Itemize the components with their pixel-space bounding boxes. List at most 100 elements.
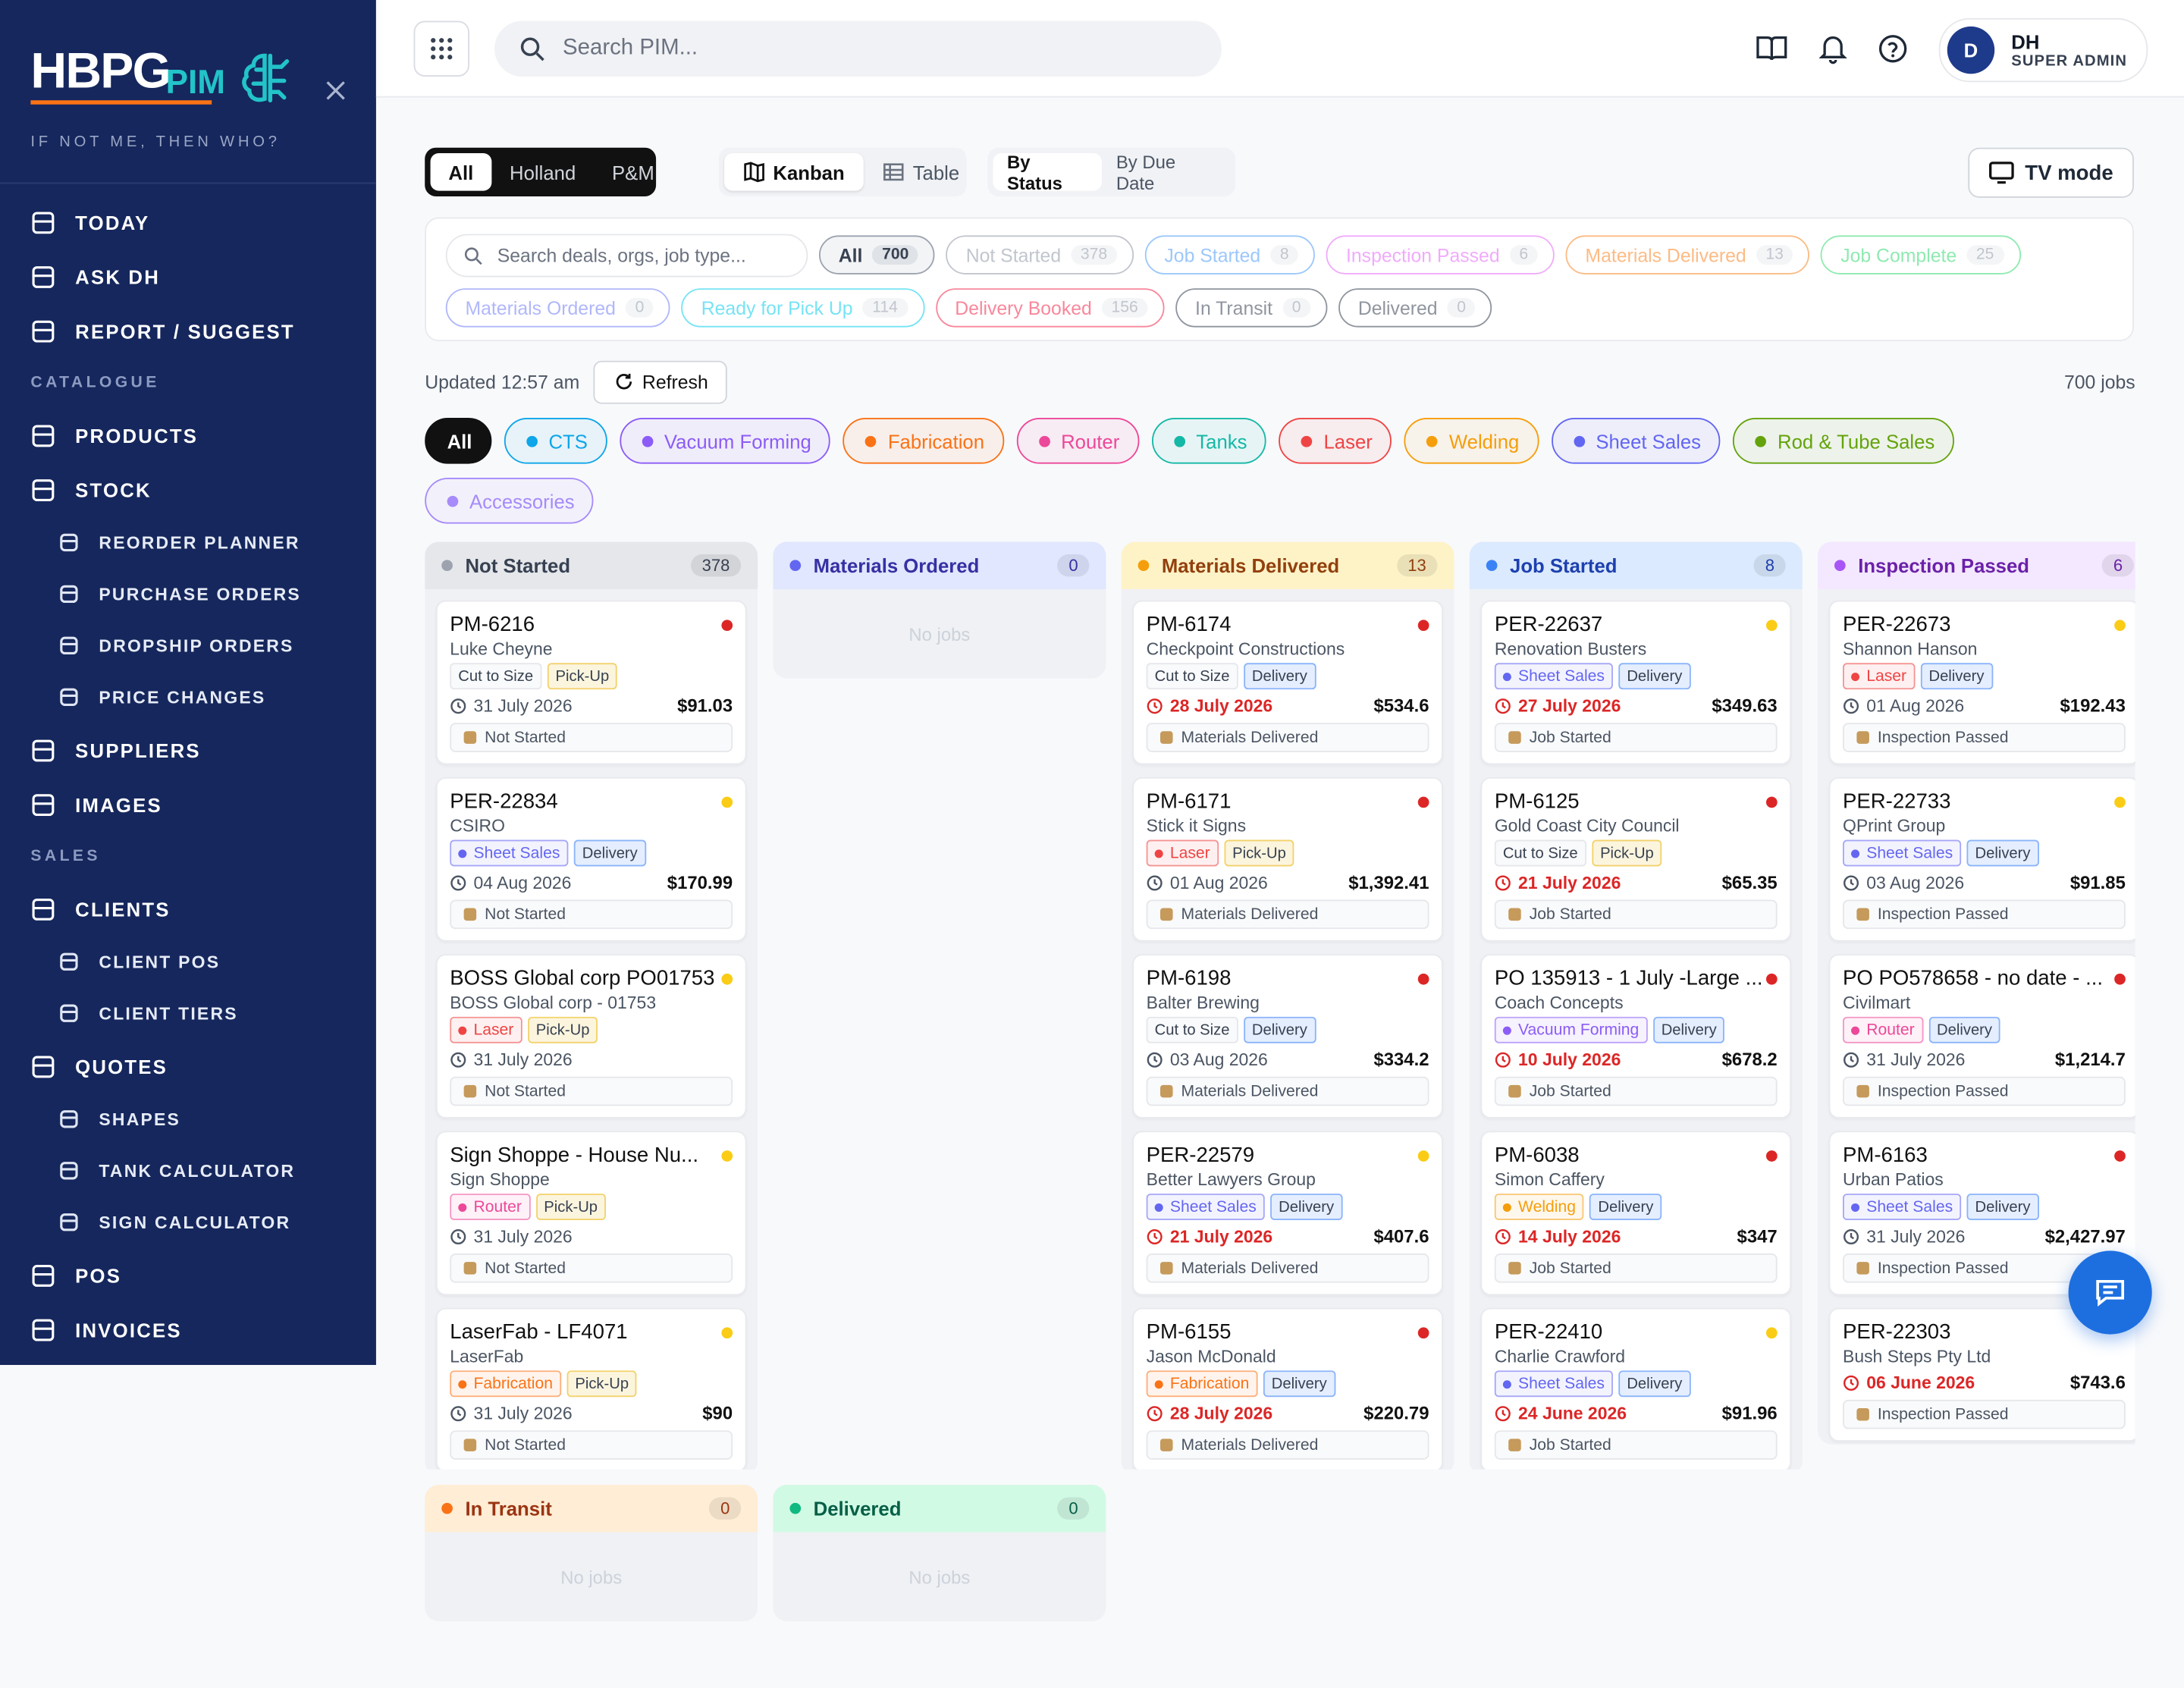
tab[interactable]: P&M (594, 153, 672, 191)
job-card[interactable]: PM-6198 Balter Brewing Cut to Size Delivery… (1132, 954, 1443, 1119)
status-filter[interactable]: Delivery Booked 156 (935, 288, 1165, 328)
job-card[interactable]: PM-6155 Jason McDonald Fabrication Delivery… (1132, 1307, 1443, 1470)
tag-dot (1851, 849, 1860, 858)
status-filter[interactable]: Not Started 378 (946, 235, 1134, 275)
tv-mode-button[interactable]: TV mode (1968, 147, 2134, 198)
job-card[interactable]: LaserFab - LF4071 LaserFab Fabrication Pick… (435, 1307, 747, 1470)
category-filter[interactable]: Sheet Sales (1551, 418, 1721, 464)
nav-item[interactable]: INVOICES (0, 1302, 376, 1357)
job-card[interactable]: PER-22303 Bush Steps Pty Ltd 06 June 2026 $… (1828, 1307, 2135, 1442)
tab[interactable]: By Status (993, 151, 1103, 193)
category-filter[interactable]: All (425, 418, 492, 464)
tag-dot (1851, 1203, 1860, 1212)
nav-item[interactable]: CLIENTS (0, 882, 376, 937)
job-type-tag: Laser (1146, 839, 1219, 867)
priority-dot (1765, 972, 1778, 984)
status-filter[interactable]: Delivered 0 (1338, 288, 1492, 328)
global-search[interactable]: Search PIM... (494, 20, 1222, 77)
category-filter[interactable]: CTS (504, 418, 607, 464)
nav-subitem[interactable]: CLIENT POS (0, 936, 376, 987)
job-card[interactable]: PER-22410 Charlie Crawford Sheet Sales Deli… (1480, 1307, 1792, 1470)
job-card[interactable]: PER-22637 Renovation Busters Sheet Sales De… (1480, 600, 1792, 765)
card-tags: Cut to Size Pick-Up (1494, 839, 1778, 867)
nav-label: ASK DH (75, 265, 160, 288)
nav-subitem[interactable]: CLIENT TIERS (0, 987, 376, 1039)
nav-item[interactable]: QUOTES (0, 1039, 376, 1093)
job-card[interactable]: PO PO578658 - no date - ... Civilmart Rout… (1828, 954, 2135, 1119)
job-card[interactable]: PO 135913 - 1 July -Large ... Coach Conce… (1480, 954, 1792, 1119)
job-card[interactable]: PM-6171 Stick it Signs Laser Pick-Up 01 Aug … (1132, 777, 1443, 942)
nav-subitem[interactable]: DROPSHIP ORDERS (0, 620, 376, 671)
category-filter[interactable]: Accessories (425, 478, 595, 524)
close-sidebar[interactable] (325, 80, 347, 102)
job-type-tag: Router (450, 1194, 530, 1220)
job-card[interactable]: Sign Shoppe - House Nu... Sign Shoppe Rout… (435, 1131, 747, 1296)
tab[interactable]: Kanban (724, 153, 864, 191)
apps-button[interactable] (413, 20, 469, 77)
tab[interactable]: Holland (491, 153, 594, 191)
nav-subitem[interactable]: SHAPES (0, 1093, 376, 1145)
category-filter[interactable]: Laser (1279, 418, 1392, 464)
category-filter[interactable]: Fabrication (843, 418, 1004, 464)
nav-item[interactable]: SUPPLIERS (0, 723, 376, 777)
card-title: PER-22637 (1494, 613, 1603, 637)
chat-button[interactable] (2068, 1250, 2152, 1335)
nav-item[interactable]: TODAY (0, 195, 376, 249)
nav-subitem[interactable]: REORDER PLANNER (0, 516, 376, 568)
sidebar: HBPGPIM IF NOT ME, THEN WHO? TODAY ASK DH… (0, 0, 376, 1366)
deal-search[interactable]: Search deals, orgs, job type... (445, 234, 808, 278)
job-card[interactable]: PER-22579 Better Lawyers Group Sheet Sales… (1132, 1131, 1443, 1296)
job-card[interactable]: BOSS Global corp PO01753 BOSS Global corp… (435, 954, 747, 1119)
tab[interactable]: Table (864, 153, 978, 191)
card-client: Balter Brewing (1146, 993, 1260, 1013)
tab[interactable]: By Due Date (1102, 151, 1229, 193)
job-card[interactable]: PM-6125 Gold Coast City Council Cut to Siz… (1480, 777, 1792, 942)
nav-item[interactable]: ASK DH (0, 249, 376, 304)
notifications-icon[interactable] (1818, 33, 1847, 64)
status-filter-count: 0 (1282, 298, 1311, 318)
job-card[interactable]: PM-6216 Luke Cheyne Cut to Size Pick-Up 31 J… (435, 600, 747, 765)
tab[interactable]: All (430, 153, 492, 191)
status-filter[interactable]: All 700 (819, 235, 936, 275)
status-filter[interactable]: Ready for Pick Up 114 (681, 288, 924, 328)
category-dot (1173, 435, 1185, 447)
nav-item[interactable]: POS (0, 1248, 376, 1303)
user-menu[interactable]: D DH SUPER ADMIN (1938, 17, 2148, 83)
status-filter[interactable]: Job Complete 25 (1821, 235, 2021, 275)
job-card[interactable]: PER-22834 CSIRO Sheet Sales Delivery 04 Aug … (435, 777, 747, 942)
status-filter[interactable]: Job Started 8 (1144, 235, 1316, 275)
nav-subitem[interactable]: SIGN CALCULATOR (0, 1197, 376, 1248)
nav-subitem[interactable]: TANK CALCULATOR (0, 1145, 376, 1197)
category-label: Router (1061, 429, 1120, 453)
card-status: Inspection Passed (1843, 899, 2126, 930)
status-filter[interactable]: Materials Ordered 0 (445, 288, 671, 328)
method-tag: Pick-Up (1224, 839, 1294, 867)
nav-item[interactable]: PRODUCTS (0, 408, 376, 463)
nav-subitem[interactable]: PRICE CHANGES (0, 671, 376, 723)
status-filter[interactable]: In Transit 0 (1175, 288, 1328, 328)
job-card[interactable]: PM-6038 Simon Caffery Welding Delivery 14 Ju… (1480, 1131, 1792, 1296)
category-filter[interactable]: Router (1016, 418, 1139, 464)
help-icon[interactable] (1878, 33, 1908, 64)
nav-item[interactable]: STOCK (0, 463, 376, 517)
job-type-label: Laser (473, 1021, 514, 1039)
status-filter[interactable]: Materials Delivered 13 (1565, 235, 1810, 275)
job-card[interactable]: PM-6174 Checkpoint Constructions Cut to Si… (1132, 600, 1443, 765)
tagline: IF NOT ME, THEN WHO? (30, 133, 281, 151)
category-filter[interactable]: Tanks (1151, 418, 1267, 464)
status-icon (1160, 908, 1173, 921)
docs-icon[interactable] (1755, 33, 1788, 64)
category-filter[interactable]: Vacuum Forming (620, 418, 831, 464)
category-filter[interactable]: Welding (1404, 418, 1539, 464)
refresh-button[interactable]: Refresh (593, 359, 728, 403)
nav-subitem[interactable]: PURCHASE ORDERS (0, 568, 376, 620)
job-card[interactable]: PER-22733 QPrint Group Sheet Sales Delivery… (1828, 777, 2135, 942)
status-filter-count: 700 (872, 245, 919, 265)
category-filter[interactable]: Rod & Tube Sales (1733, 418, 1955, 464)
card-status: Materials Delivered (1146, 1253, 1429, 1283)
nav-item[interactable]: REPORT / SUGGEST (0, 303, 376, 358)
job-card[interactable]: PER-22673 Shannon Hanson Laser Delivery 01 A… (1828, 600, 2135, 765)
status-filter[interactable]: Inspection Passed 6 (1326, 235, 1555, 275)
clock-icon (1147, 698, 1163, 714)
nav-item[interactable]: IMAGES (0, 777, 376, 832)
